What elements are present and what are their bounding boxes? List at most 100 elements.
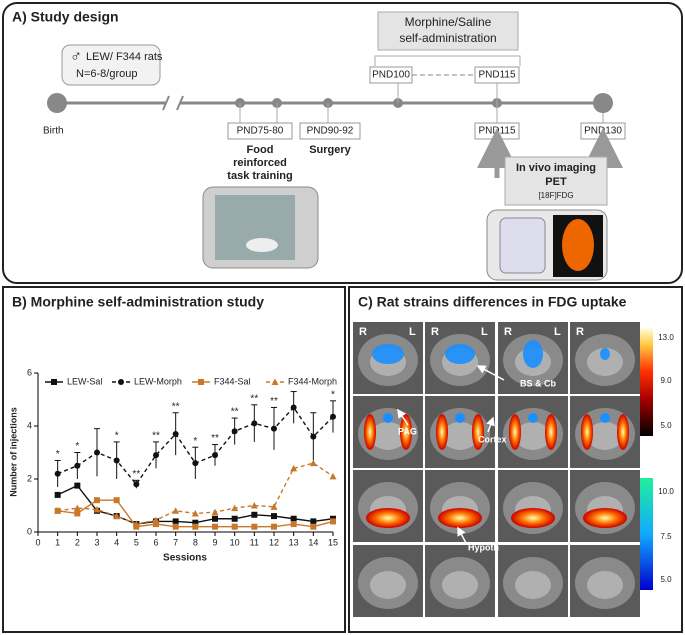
marker <box>271 425 277 432</box>
y-axis-label: Number of injections <box>8 407 18 497</box>
brain-inner <box>442 571 478 599</box>
marker <box>231 504 239 512</box>
significance: ** <box>231 407 239 418</box>
annotation-arrow <box>486 416 495 433</box>
brain-inner <box>587 422 623 450</box>
brain-inner <box>370 422 406 450</box>
imaging-label: PET <box>545 176 567 188</box>
x-tick-label: 5 <box>134 537 139 547</box>
uptake-blob <box>400 414 412 450</box>
rats-label: LEW/ F344 rats <box>86 51 163 63</box>
uptake-blob <box>545 414 557 450</box>
marker <box>310 518 317 525</box>
significance: ** <box>250 393 258 404</box>
legend-marker <box>198 379 204 385</box>
x-tick-label: 4 <box>114 537 119 547</box>
step-label: task training <box>227 170 292 182</box>
break <box>162 95 170 111</box>
legend-label: F344-Sal <box>214 376 251 386</box>
x-tick-label: 13 <box>289 537 299 547</box>
marker <box>212 452 218 459</box>
marker <box>310 433 317 440</box>
pnd-label: PND100 <box>372 70 410 81</box>
marker <box>74 482 81 489</box>
significance: ** <box>211 433 219 444</box>
marker <box>290 515 297 522</box>
marker <box>212 523 218 530</box>
uptake-blob <box>436 414 448 450</box>
brain-inner <box>587 348 623 376</box>
marker <box>152 516 160 524</box>
imaging-label: [18F]FDG <box>538 191 573 200</box>
brain-inner <box>515 422 551 450</box>
x-tick-label: 14 <box>308 537 318 547</box>
uptake-blob <box>511 508 555 528</box>
colorbar-label: 13.0 <box>658 333 674 342</box>
marker <box>54 507 62 514</box>
pnd-label: PND75-80 <box>237 126 284 137</box>
x-tick-label: 10 <box>230 537 240 547</box>
significance: * <box>75 441 79 452</box>
colorbar-label: 5.0 <box>660 421 672 430</box>
x-tick-label: 0 <box>35 537 40 547</box>
significance: ** <box>270 396 278 407</box>
self-admin-label: Morphine/Saline <box>405 15 492 29</box>
panel-title: C) Rat strains differences in FDG uptake <box>358 294 627 310</box>
marker <box>310 523 317 530</box>
y-tick-label: 4 <box>27 420 32 430</box>
annotation-arrow <box>397 408 409 426</box>
annotation-arrow <box>476 365 505 381</box>
marker <box>113 457 120 464</box>
x-tick-label: 6 <box>153 537 158 547</box>
uptake-blob <box>438 508 482 528</box>
marker <box>290 404 297 411</box>
pnd-label: PND115 <box>478 70 515 81</box>
pnd-label: PND115 <box>478 126 515 137</box>
significance: ** <box>132 469 140 480</box>
uptake-blob <box>364 414 376 450</box>
uptake-blob <box>472 414 484 450</box>
x-tick-label: 3 <box>94 537 99 547</box>
uptake-blob <box>509 414 521 450</box>
orientation-label: R <box>576 326 584 338</box>
marker <box>251 523 258 530</box>
x-tick-label: 1 <box>55 537 60 547</box>
x-axis-label: Sessions <box>163 553 207 564</box>
photo-detail <box>499 217 546 274</box>
marker <box>93 505 101 513</box>
pnd-label: PND130 <box>584 126 622 137</box>
y-tick-label: 2 <box>27 473 32 483</box>
photo-detail <box>246 238 278 252</box>
marker <box>73 504 81 512</box>
marker <box>192 523 199 530</box>
uptake-blob <box>372 344 404 364</box>
marker <box>290 464 298 472</box>
orientation-label: R <box>504 326 512 338</box>
uptake-blob <box>445 344 475 364</box>
uptake-blob <box>523 340 543 368</box>
marker <box>133 481 140 488</box>
uptake-blob <box>455 413 465 423</box>
marker <box>74 510 81 517</box>
colorbar-label: 5.0 <box>660 575 672 584</box>
annotation: Hypoth <box>468 542 499 552</box>
sex-symbol: ♂ <box>70 48 82 65</box>
legend-marker <box>51 379 57 385</box>
uptake-blob <box>617 414 629 450</box>
x-tick-label: 9 <box>212 537 217 547</box>
marker <box>231 515 238 522</box>
marker <box>172 518 179 525</box>
pnd-box <box>299 122 361 140</box>
marker <box>271 513 277 520</box>
marker <box>132 520 140 528</box>
imaging-label: In vivo imaging <box>516 162 596 174</box>
marker <box>251 511 258 518</box>
orientation-label: R <box>431 326 439 338</box>
panel-title: A) Study design <box>12 9 119 25</box>
marker <box>94 449 100 456</box>
marker <box>270 503 278 510</box>
marker <box>330 518 336 525</box>
colorbar <box>640 478 653 590</box>
